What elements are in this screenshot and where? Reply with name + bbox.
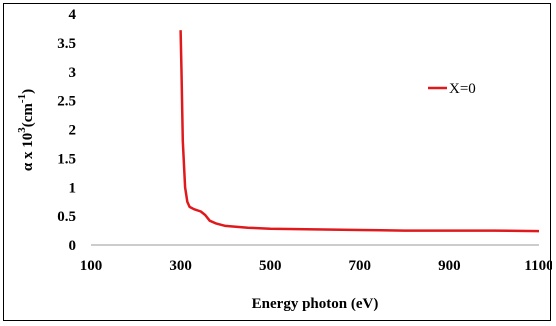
x-tick-label: 100: [80, 258, 103, 274]
series-layer: [179, 30, 540, 233]
x-tick-label: 500: [259, 258, 282, 274]
y-axis-title: α x 103(cm-1): [16, 89, 36, 171]
y-tick-label: 3: [69, 65, 77, 81]
y-tick-label: 1: [69, 180, 77, 196]
y-tick-label: 0.5: [57, 209, 76, 225]
y-axis-title-ylabel-sup: 3: [16, 127, 28, 133]
x-tick-label: 300: [169, 258, 192, 274]
y-tick-label: 2: [69, 123, 77, 139]
x-tick-labels: 100 300 500 700 900 1100: [80, 258, 552, 274]
y-tick-label: 3.5: [57, 36, 76, 52]
legend: X=0: [428, 81, 476, 97]
x-tick-label: 1100: [524, 258, 552, 274]
y-axis-title-ylabel-close: ): [20, 89, 36, 94]
y-axis-title-ylabel-prefix: α x 10: [20, 133, 36, 171]
y-tick-label: 1.5: [57, 151, 76, 167]
chart-frame: α x 103(cm-1) 0 0.5 1 1.5 2 2.5 3 3.5 4 100 300 50…: [3, 3, 552, 321]
legend-label: X=0: [449, 81, 476, 97]
y-axis-title-ylabel-unit-sup: -1: [16, 94, 28, 103]
x-tick-label: 700: [349, 258, 372, 274]
y-tick-labels: 0 0.5 1 1.5 2 2.5 3 3.5 4: [57, 7, 76, 254]
x-axis-title: Energy photon (eV): [252, 296, 379, 312]
y-axis-title-ylabel-unit: (cm: [20, 103, 36, 128]
y-tick-label: 4: [69, 7, 77, 23]
y-tick-label: 2.5: [57, 94, 76, 110]
x-tick-label: 900: [438, 258, 461, 274]
series-line-0: [179, 30, 540, 233]
y-axis-title-text: α x 103(cm-1): [16, 89, 36, 171]
line-chart: α x 103(cm-1) 00.511.522.533.54 100 300 50…: [16, 7, 552, 312]
y-tick-label: 0: [69, 238, 77, 254]
